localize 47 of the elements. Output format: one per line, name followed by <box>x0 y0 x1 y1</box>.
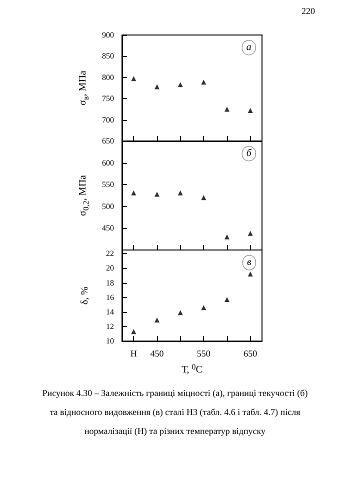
point <box>154 84 160 90</box>
point <box>224 106 230 112</box>
text: Рисунок 4.30 – Залежність границі міцності (а), границі текучості (б) та відносного видовження (в) сталі Н3 (табл. 4.6 і табл. 4.7) після нормалізації (Н) та різних температур відпуску <box>41 387 309 438</box>
y-axis-title: σ0,2, МПа <box>78 174 90 216</box>
point <box>201 80 206 85</box>
point <box>178 310 183 316</box>
point <box>201 195 206 200</box>
y-tick-label: 850 <box>102 52 114 61</box>
annotation: б <box>246 148 252 160</box>
y-tick-label: 900 <box>102 30 114 40</box>
y-tick-label: 700 <box>102 115 114 124</box>
y-tick-label: 650 <box>102 136 114 146</box>
annotation: в <box>247 257 252 268</box>
point <box>248 230 253 236</box>
y-axis-title: σв, МПа <box>78 70 90 106</box>
y-tick-label: 600 <box>102 158 114 168</box>
y-tick-label: 750 <box>102 94 114 104</box>
text: 220 <box>302 6 315 16</box>
x-tick-label: 450 <box>150 348 164 359</box>
x-tick-label: 650 <box>244 348 258 359</box>
point <box>131 190 136 196</box>
y-tick-label: 18 <box>106 278 114 288</box>
y-tick-label: 550 <box>102 180 114 190</box>
point <box>178 82 183 88</box>
y-tick-label: 20 <box>106 264 114 273</box>
annotation: а <box>246 42 252 54</box>
point <box>131 76 136 82</box>
point <box>154 317 160 322</box>
y-tick-label: 10 <box>106 336 114 346</box>
y-tick-label: 12 <box>106 322 114 332</box>
point <box>201 305 206 310</box>
point <box>154 192 160 197</box>
y-tick-label: 22 <box>106 249 114 258</box>
y-tick-label: 16 <box>106 292 114 302</box>
point <box>248 108 253 113</box>
y-tick-label: 800 <box>102 72 114 82</box>
x-tick-label: 550 <box>196 348 211 359</box>
point <box>248 272 253 277</box>
x-tick-label: Н <box>130 348 138 359</box>
point <box>224 234 230 240</box>
point <box>224 297 230 302</box>
point <box>131 329 136 334</box>
y-tick-label: 14 <box>106 307 114 316</box>
y-axis-title: δ, % <box>80 286 90 305</box>
y-tick-label: 500 <box>102 202 114 211</box>
y-tick-label: 450 <box>102 224 114 233</box>
point <box>178 190 183 196</box>
